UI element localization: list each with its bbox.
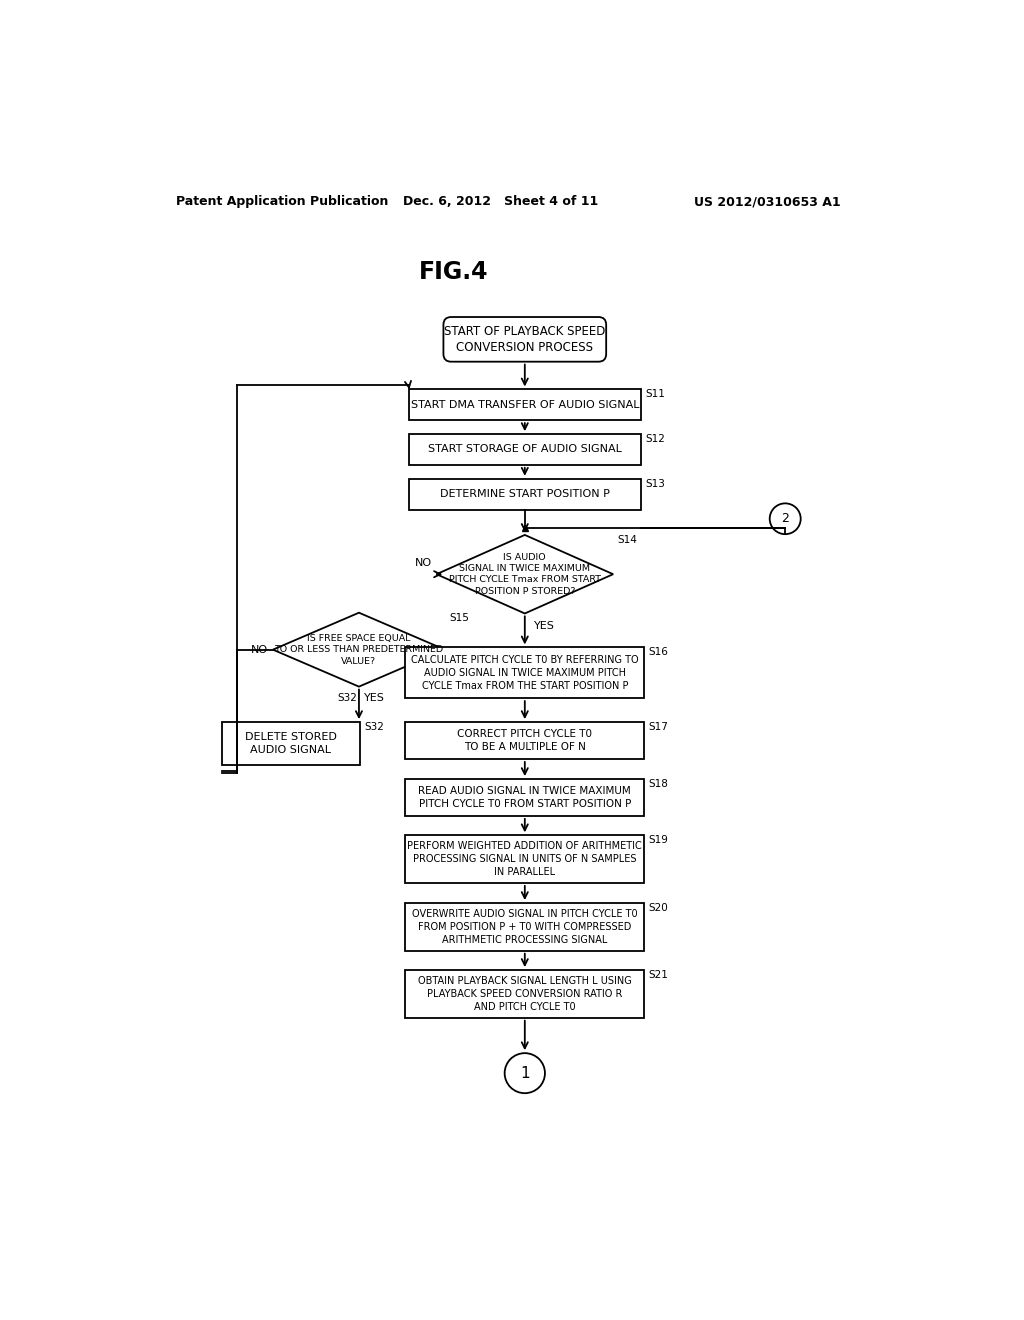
Bar — [406, 647, 644, 698]
Bar — [406, 970, 644, 1018]
Text: S16: S16 — [649, 647, 669, 657]
Bar — [409, 479, 641, 510]
Text: S32: S32 — [365, 722, 384, 733]
Text: START OF PLAYBACK SPEED
CONVERSION PROCESS: START OF PLAYBACK SPEED CONVERSION PROCE… — [444, 325, 605, 354]
Text: S21: S21 — [649, 970, 669, 979]
Text: CALCULATE PITCH CYCLE T0 BY REFERRING TO
AUDIO SIGNAL IN TWICE MAXIMUM PITCH
CYC: CALCULATE PITCH CYCLE T0 BY REFERRING TO… — [411, 655, 639, 690]
Text: OBTAIN PLAYBACK SIGNAL LENGTH L USING
PLAYBACK SPEED CONVERSION RATIO R
AND PITC: OBTAIN PLAYBACK SIGNAL LENGTH L USING PL… — [418, 975, 632, 1011]
Bar — [406, 836, 644, 883]
Text: PERFORM WEIGHTED ADDITION OF ARITHMETIC
PROCESSING SIGNAL IN UNITS OF N SAMPLES
: PERFORM WEIGHTED ADDITION OF ARITHMETIC … — [408, 841, 642, 876]
Bar — [406, 903, 644, 950]
Text: OVERWRITE AUDIO SIGNAL IN PITCH CYCLE T0
FROM POSITION P + T0 WITH COMPRESSED
AR: OVERWRITE AUDIO SIGNAL IN PITCH CYCLE T0… — [412, 909, 638, 945]
Bar — [406, 722, 644, 759]
Text: 1: 1 — [520, 1065, 529, 1081]
Text: Dec. 6, 2012   Sheet 4 of 11: Dec. 6, 2012 Sheet 4 of 11 — [403, 195, 598, 209]
FancyBboxPatch shape — [443, 317, 606, 362]
Text: S12: S12 — [646, 434, 666, 444]
Text: S11: S11 — [646, 389, 666, 400]
Circle shape — [505, 1053, 545, 1093]
Text: S17: S17 — [649, 722, 669, 733]
Text: S19: S19 — [649, 836, 669, 845]
Circle shape — [770, 503, 801, 535]
Bar — [409, 389, 641, 420]
Text: IS AUDIO
SIGNAL IN TWICE MAXIMUM
PITCH CYCLE Tmax FROM START
POSITION P STORED?: IS AUDIO SIGNAL IN TWICE MAXIMUM PITCH C… — [449, 553, 601, 595]
Bar — [222, 722, 359, 766]
Polygon shape — [436, 535, 613, 614]
Text: S13: S13 — [646, 479, 666, 488]
Text: NO: NO — [251, 644, 268, 655]
Bar — [406, 779, 644, 816]
Text: DELETE STORED
AUDIO SIGNAL: DELETE STORED AUDIO SIGNAL — [245, 733, 337, 755]
Text: IS FREE SPACE EQUAL
TO OR LESS THAN PREDETERMINED
VALUE?: IS FREE SPACE EQUAL TO OR LESS THAN PRED… — [274, 634, 443, 665]
Text: Patent Application Publication: Patent Application Publication — [176, 195, 388, 209]
Text: S20: S20 — [649, 903, 669, 913]
Text: DETERMINE START POSITION P: DETERMINE START POSITION P — [440, 490, 609, 499]
Text: START DMA TRANSFER OF AUDIO SIGNAL: START DMA TRANSFER OF AUDIO SIGNAL — [411, 400, 639, 409]
Text: 2: 2 — [781, 512, 790, 525]
Polygon shape — [273, 612, 445, 686]
Text: YES: YES — [535, 622, 555, 631]
Text: NO: NO — [415, 558, 432, 568]
Text: READ AUDIO SIGNAL IN TWICE MAXIMUM
PITCH CYCLE T0 FROM START POSITION P: READ AUDIO SIGNAL IN TWICE MAXIMUM PITCH… — [419, 787, 631, 809]
Text: FIG.4: FIG.4 — [419, 260, 488, 284]
Text: S18: S18 — [649, 779, 669, 789]
Text: S32: S32 — [338, 693, 357, 702]
Bar — [409, 434, 641, 465]
Text: YES: YES — [364, 693, 384, 702]
Text: S14: S14 — [617, 535, 638, 545]
Text: CORRECT PITCH CYCLE T0
TO BE A MULTIPLE OF N: CORRECT PITCH CYCLE T0 TO BE A MULTIPLE … — [458, 729, 592, 752]
Text: S15: S15 — [450, 612, 469, 623]
Text: US 2012/0310653 A1: US 2012/0310653 A1 — [693, 195, 841, 209]
Text: START STORAGE OF AUDIO SIGNAL: START STORAGE OF AUDIO SIGNAL — [428, 445, 622, 454]
